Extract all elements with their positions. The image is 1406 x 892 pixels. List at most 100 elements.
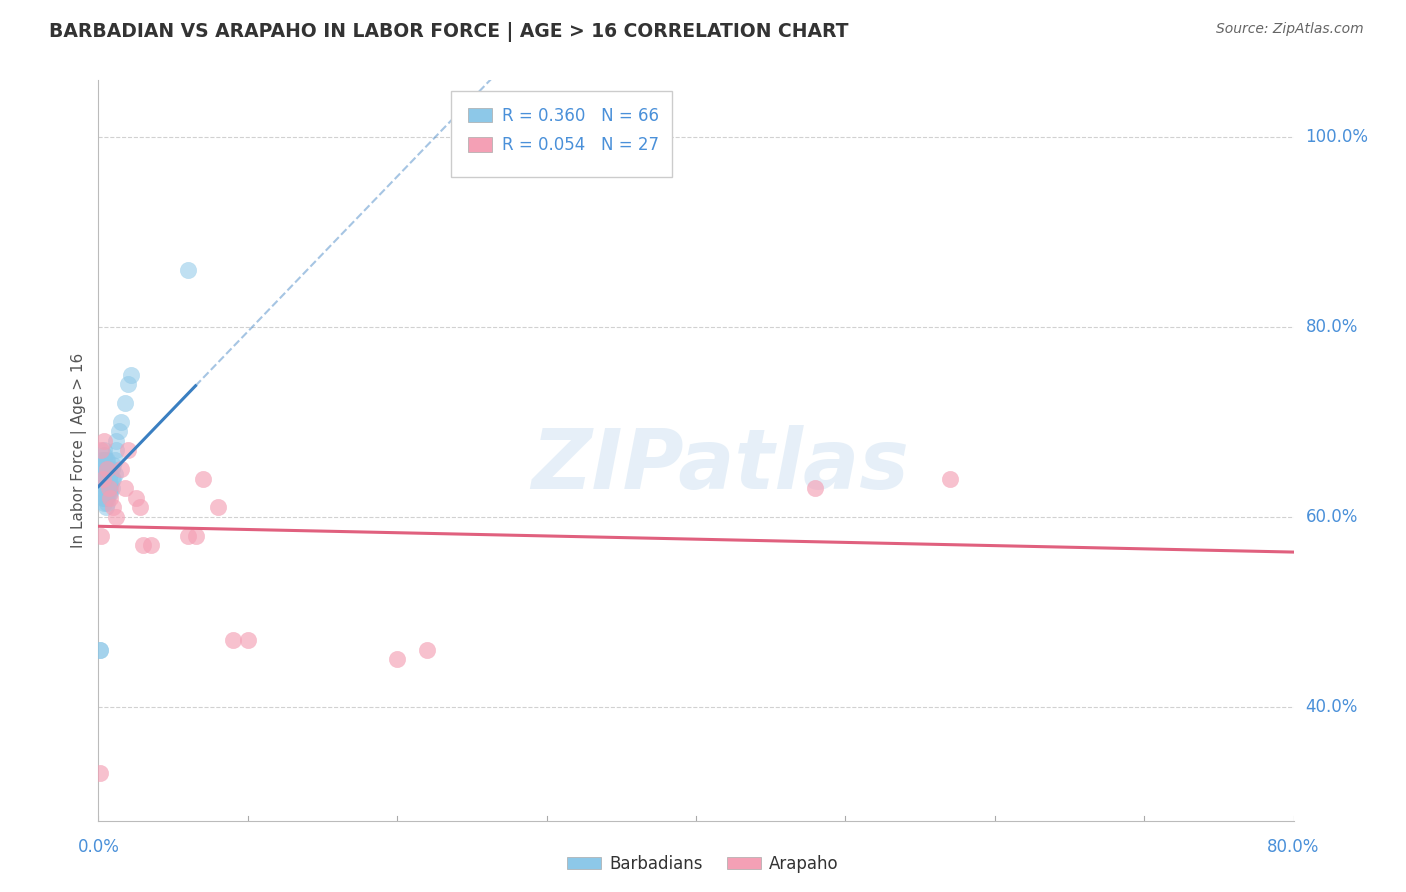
Point: [96, 482, 118, 496]
Point: [97, 462, 120, 476]
Point: [385, 652, 409, 666]
Point: [96, 472, 118, 486]
Point: [117, 377, 139, 392]
Point: [96, 462, 118, 476]
Point: [93, 448, 115, 462]
Point: [93, 434, 115, 448]
Point: [114, 482, 136, 496]
Point: [93, 462, 115, 476]
Point: [101, 462, 124, 476]
Text: Source: ZipAtlas.com: Source: ZipAtlas.com: [1216, 22, 1364, 37]
Point: [191, 472, 214, 486]
Point: [93, 458, 115, 472]
Text: BARBADIAN VS ARAPAHO IN LABOR FORCE | AGE > 16 CORRELATION CHART: BARBADIAN VS ARAPAHO IN LABOR FORCE | AG…: [49, 22, 849, 42]
Point: [104, 453, 127, 467]
Point: [97, 476, 120, 491]
Point: [939, 472, 962, 486]
Point: [96, 496, 118, 510]
Point: [96, 476, 118, 491]
Point: [93, 467, 115, 482]
Point: [91, 453, 114, 467]
Point: [96, 453, 118, 467]
Point: [89, 642, 111, 657]
Text: R = 0.054   N = 27: R = 0.054 N = 27: [502, 136, 659, 154]
Point: [120, 368, 142, 382]
Point: [105, 443, 128, 458]
Point: [91, 472, 114, 486]
Point: [108, 425, 131, 439]
Point: [94, 467, 117, 482]
Point: [104, 467, 127, 482]
Point: [222, 633, 245, 648]
Point: [94, 486, 117, 500]
Point: [89, 766, 111, 780]
Point: [177, 263, 200, 277]
Point: [139, 538, 162, 552]
Text: ZIPatlas: ZIPatlas: [531, 425, 908, 506]
Point: [96, 486, 118, 500]
Point: [93, 443, 115, 458]
Point: [94, 491, 117, 505]
Legend: Barbadians, Arapaho: Barbadians, Arapaho: [561, 848, 845, 880]
Point: [91, 467, 114, 482]
Point: [90, 453, 112, 467]
FancyBboxPatch shape: [468, 108, 492, 122]
Text: 80.0%: 80.0%: [1267, 838, 1320, 855]
Point: [93, 476, 115, 491]
Point: [94, 453, 117, 467]
Point: [804, 482, 827, 496]
Point: [91, 462, 114, 476]
Text: R = 0.360   N = 66: R = 0.360 N = 66: [502, 107, 659, 125]
Point: [93, 482, 115, 496]
Text: 80.0%: 80.0%: [1306, 318, 1358, 336]
Point: [91, 476, 114, 491]
Point: [103, 500, 125, 515]
Point: [90, 443, 112, 458]
Point: [90, 529, 112, 543]
Point: [98, 491, 122, 505]
FancyBboxPatch shape: [468, 137, 492, 153]
Point: [97, 482, 120, 496]
Point: [97, 486, 120, 500]
Point: [90, 462, 112, 476]
Point: [125, 491, 148, 505]
Point: [93, 486, 115, 500]
Point: [93, 491, 115, 505]
Text: 100.0%: 100.0%: [1306, 128, 1368, 146]
Point: [98, 482, 122, 496]
FancyBboxPatch shape: [451, 91, 672, 177]
Point: [89, 642, 111, 657]
Point: [416, 642, 439, 657]
Point: [93, 496, 115, 510]
Point: [96, 491, 118, 505]
Point: [93, 472, 115, 486]
Point: [97, 482, 120, 496]
Point: [98, 476, 122, 491]
Point: [117, 443, 139, 458]
Point: [101, 482, 124, 496]
Point: [97, 472, 120, 486]
Point: [94, 482, 117, 496]
Text: 0.0%: 0.0%: [77, 838, 120, 855]
Point: [91, 491, 114, 505]
Point: [98, 486, 122, 500]
Point: [110, 462, 132, 476]
Point: [207, 500, 229, 515]
Point: [105, 434, 128, 448]
Point: [94, 500, 117, 515]
Point: [96, 462, 118, 476]
Point: [236, 633, 259, 648]
Point: [177, 529, 200, 543]
Point: [93, 453, 115, 467]
Point: [103, 472, 125, 486]
Point: [94, 476, 117, 491]
Text: 40.0%: 40.0%: [1306, 698, 1358, 715]
Point: [461, 139, 484, 153]
Point: [184, 529, 207, 543]
Text: 60.0%: 60.0%: [1306, 508, 1358, 526]
Point: [132, 538, 155, 552]
Point: [103, 458, 125, 472]
Point: [94, 462, 117, 476]
Y-axis label: In Labor Force | Age > 16: In Labor Force | Age > 16: [72, 353, 87, 548]
Point: [98, 467, 122, 482]
